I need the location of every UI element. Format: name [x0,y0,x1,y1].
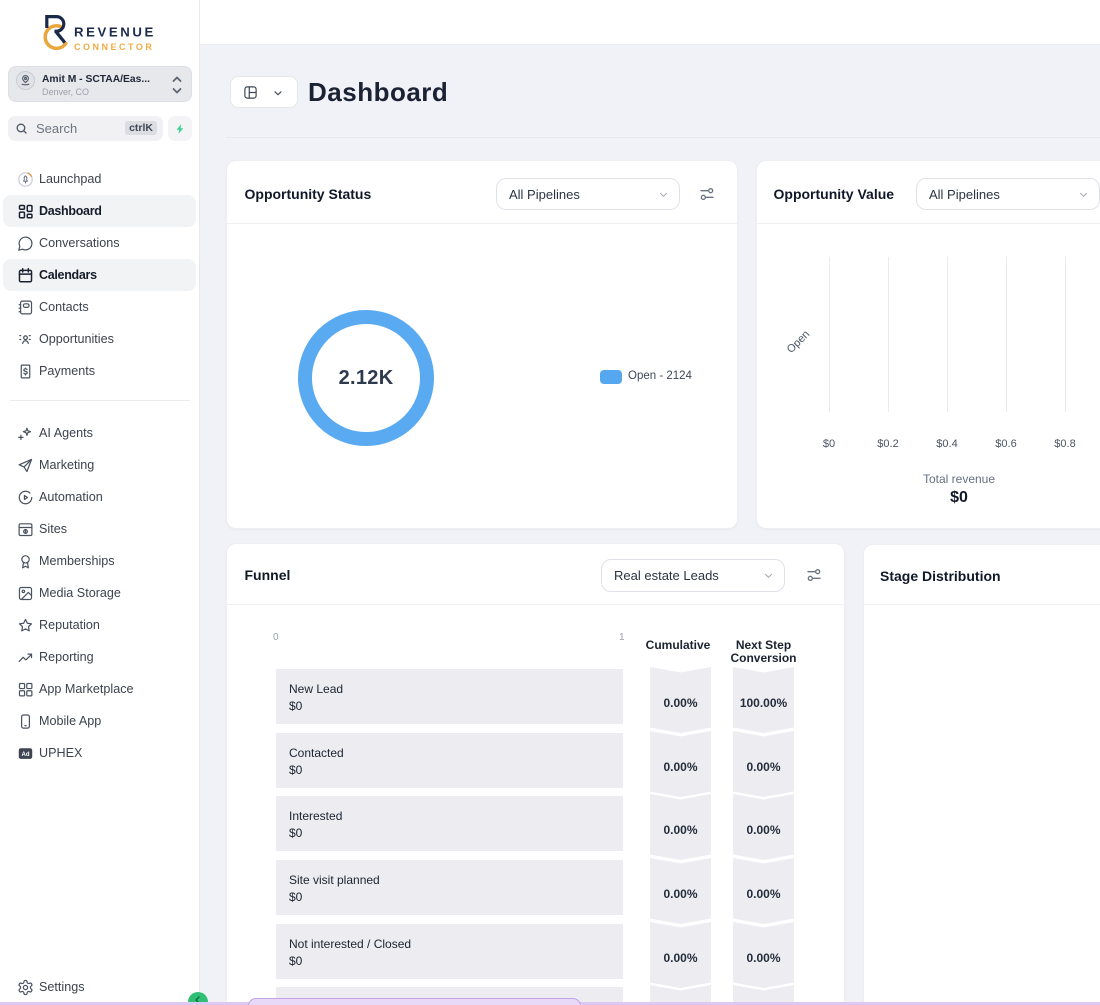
svg-text:REVENUE: REVENUE [74,25,156,40]
svg-text:CONNECTOR: CONNECTOR [74,42,154,52]
svg-text:Ad: Ad [21,752,29,758]
